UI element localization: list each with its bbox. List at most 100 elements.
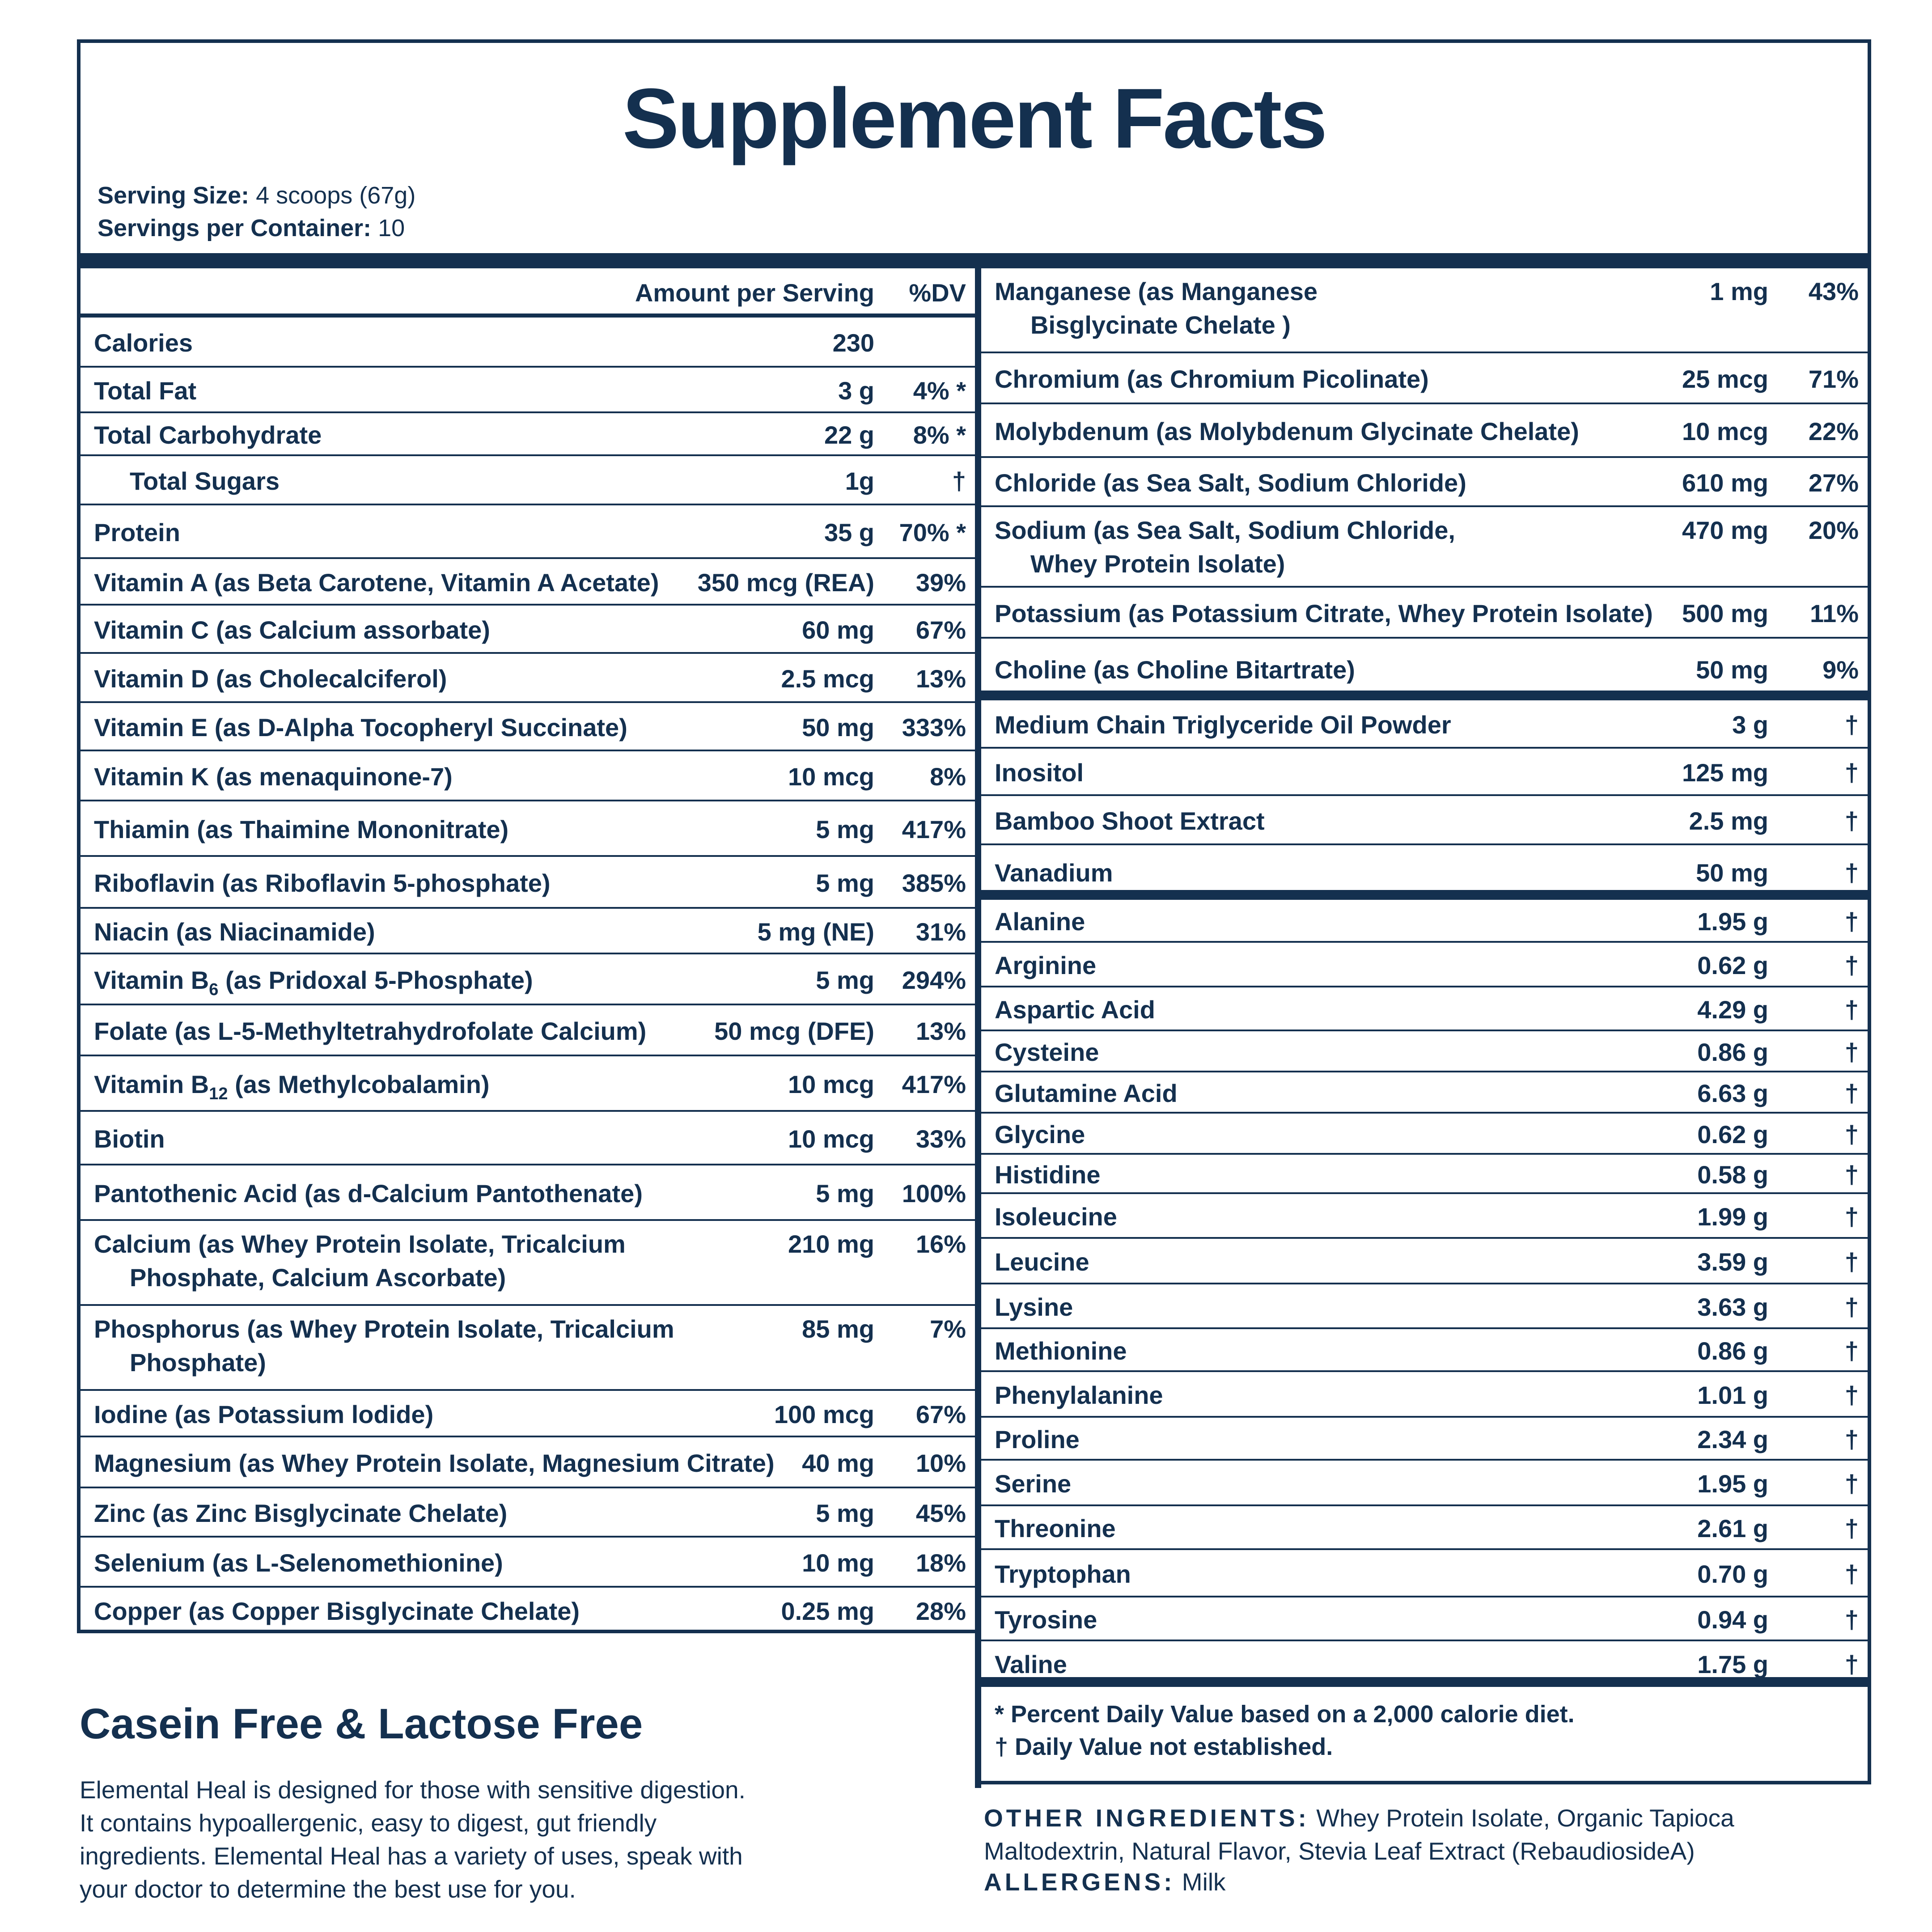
nutrient-name-text: Valine	[995, 1650, 1067, 1678]
nutrient-name-text: Cysteine	[995, 1038, 1099, 1066]
amount-per-serving: 0.25 mg	[781, 1597, 874, 1625]
nutrient-name: Biotin	[94, 1122, 165, 1156]
table-row: Vitamin K (as menaquinone-7) 10 mcg 8%	[80, 751, 975, 801]
daily-value: †	[1844, 1470, 1859, 1498]
daily-value: 9%	[1822, 656, 1859, 684]
table-row: Chloride (as Sea Salt, Sodium Chloride) 6…	[981, 458, 1871, 507]
amount-per-serving: 0.94 g	[1697, 1606, 1768, 1634]
nutrient-name-text: Zinc (as Zinc Bisglycinate Chelate)	[94, 1499, 508, 1527]
amount-per-serving: 25 mcg	[1682, 365, 1768, 393]
nutrient-name: Medium Chain Triglyceride Oil Powder	[995, 708, 1451, 741]
amount-per-serving: 3.59 g	[1697, 1248, 1768, 1276]
nutrient-name-text: Histidine	[995, 1161, 1101, 1189]
nutrient-name-text: Folate (as L-5-Methyltetrahydrofolate Ca…	[94, 1017, 647, 1045]
table-row: Valine 1.75 g †	[981, 1641, 1871, 1687]
nutrient-name: Cysteine	[995, 1035, 1099, 1069]
nutrient-name: Manganese (as Manganese Bisglycinate Chel…	[995, 275, 1318, 342]
amount-per-serving: 3.63 g	[1697, 1293, 1768, 1321]
other-ingredients-label: OTHER INGREDIENTS:	[984, 1804, 1309, 1832]
amount-per-serving: 10 mcg	[1682, 417, 1768, 445]
daily-value: †	[1844, 758, 1859, 787]
other-compound-rows: Medium Chain Triglyceride Oil Powder 3 g †…	[981, 700, 1871, 900]
daily-value: 20%	[1808, 516, 1859, 544]
left-rows: Calories 230 Total Fat 3 g 4% * Total Carbohy…	[80, 318, 975, 1634]
table-row: Calcium (as Whey Protein Isolate, Trical…	[80, 1221, 975, 1306]
amount-per-serving: 1.75 g	[1697, 1650, 1768, 1678]
table-row: Choline (as Choline Bitartrate) 50 mg 9%	[981, 639, 1871, 700]
nutrient-name: Threonine	[995, 1512, 1116, 1545]
table-row: Niacin (as Niacinamide) 5 mg (NE) 31%	[80, 909, 975, 954]
table-row: Thiamin (as Thaimine Mononitrate) 5 mg 417…	[80, 801, 975, 857]
daily-value: 45%	[915, 1499, 966, 1527]
nutrient-name-text: Tyrosine	[995, 1606, 1097, 1634]
nutrient-name-continuation: Bisglycinate Chelate )	[1030, 311, 1291, 339]
amount-per-serving: 1.95 g	[1697, 1470, 1768, 1498]
casein-free-heading: Casein Free & Lactose Free	[80, 1700, 643, 1748]
allergens-label: ALLERGENS:	[984, 1868, 1175, 1896]
table-row: Phenylalanine 1.01 g †	[981, 1372, 1871, 1418]
nutrient-name: Sodium (as Sea Salt, Sodium Chloride, Whe…	[995, 513, 1455, 580]
nutrient-name: Vitamin E (as D-Alpha Tocopheryl Succina…	[94, 711, 627, 744]
amount-per-serving: 2.34 g	[1697, 1425, 1768, 1453]
serving-size-value: 4 scoops (67g)	[249, 182, 416, 209]
table-row: Total Sugars 1g †	[80, 456, 975, 505]
table-row: Isoleucine 1.99 g †	[981, 1194, 1871, 1239]
page-title: Supplement Facts	[622, 71, 1327, 166]
nutrient-name-text: Biotin	[94, 1125, 165, 1153]
nutrient-name-text: Vanadium	[995, 859, 1113, 887]
footnote-dv: * Percent Daily Value based on a 2,000 c…	[995, 1701, 1575, 1728]
amount-header: Amount per Serving	[635, 279, 874, 307]
nutrient-name-text: Total Carbohydrate	[94, 421, 322, 449]
table-row: Medium Chain Triglyceride Oil Powder 3 g †	[981, 700, 1871, 749]
nutrient-name-text: Copper (as Copper Bisglycinate Chelate)	[94, 1597, 580, 1625]
table-row: Potassium (as Potassium Citrate, Whey Pr…	[981, 588, 1871, 639]
table-row: Sodium (as Sea Salt, Sodium Chloride, Whe…	[981, 507, 1871, 588]
daily-value: 70% *	[899, 518, 966, 547]
nutrient-name: Iodine (as Potassium lodide)	[94, 1398, 433, 1431]
daily-value: 31%	[915, 918, 966, 946]
nutrient-name-text: (as Pridoxal 5-Phosphate)	[218, 966, 533, 994]
nutrient-name-continuation: Whey Protein Isolate)	[1030, 550, 1285, 578]
table-row: Vitamin D (as Cholecalciferol) 2.5 mcg 13%	[80, 654, 975, 703]
amount-per-serving: 2.5 mcg	[781, 665, 874, 693]
nutrient-name: Choline (as Choline Bitartrate)	[995, 653, 1355, 686]
table-row: Inositol 125 mg †	[981, 749, 1871, 796]
nutrient-name-text: Glutamine Acid	[995, 1079, 1178, 1107]
nutrient-name-text: Selenium (as L-Selenomethionine)	[94, 1549, 503, 1577]
daily-value: †	[1844, 1337, 1859, 1365]
nutrient-name: Riboflavin (as Riboflavin 5-phosphate)	[94, 866, 551, 900]
nutrient-name-text: Arginine	[995, 951, 1097, 979]
nutrient-name-text: Chromium (as Chromium Picolinate)	[995, 365, 1429, 393]
table-header: Amount per Serving %DV	[80, 268, 975, 318]
supplement-facts-panel: Supplement Facts Serving Size: 4 scoops …	[77, 39, 1871, 1788]
nutrient-name-text: Protein	[94, 518, 180, 547]
table-row: Iodine (as Potassium lodide) 100 mcg 67%	[80, 1391, 975, 1437]
allergens: ALLERGENS: Milk	[984, 1868, 1226, 1896]
amino-acid-rows: Alanine 1.95 g † Arginine 0.62 g † Aspartic Ac…	[981, 900, 1871, 1687]
casein-free-description: Elemental Heal is designed for those wit…	[80, 1773, 840, 1906]
right-nutrient-column: Manganese (as Manganese Bisglycinate Chel…	[981, 268, 1871, 1767]
nutrient-name-text: Riboflavin (as Riboflavin 5-phosphate)	[94, 869, 551, 897]
nutrient-name-text: Choline (as Choline Bitartrate)	[995, 656, 1355, 684]
table-row: Arginine 0.62 g †	[981, 943, 1871, 987]
top-divider-bar	[80, 253, 1868, 268]
daily-value: †	[1844, 859, 1859, 887]
amount-per-serving: 0.58 g	[1697, 1161, 1768, 1189]
footnote-dagger: † Daily Value not established.	[995, 1733, 1333, 1760]
allergens-value: Milk	[1175, 1868, 1226, 1896]
table-row: Aspartic Acid 4.29 g †	[981, 987, 1871, 1031]
nutrient-name-text: Vitamin D (as Cholecalciferol)	[94, 665, 447, 693]
nutrient-name: Zinc (as Zinc Bisglycinate Chelate)	[94, 1496, 507, 1530]
nutrient-name: Vitamin C (as Calcium assorbate)	[94, 613, 490, 647]
daily-value: †	[1844, 1079, 1859, 1107]
nutrient-name-text: Vitamin B	[94, 966, 209, 994]
description-line: your doctor to determine the best use fo…	[80, 1875, 576, 1903]
nutrient-name: Total Sugars	[130, 464, 280, 498]
nutrient-name-text: (as Methylcobalamin)	[228, 1070, 490, 1098]
daily-value: †	[1844, 907, 1859, 936]
left-table-bottom-border	[77, 1630, 975, 1633]
nutrient-name-text: Vitamin C (as Calcium assorbate)	[94, 616, 490, 644]
nutrient-name: Aspartic Acid	[995, 993, 1155, 1026]
daily-value: 33%	[915, 1125, 966, 1153]
nutrient-name-text: Pantothenic Acid (as d-Calcium Pantothen…	[94, 1179, 643, 1208]
